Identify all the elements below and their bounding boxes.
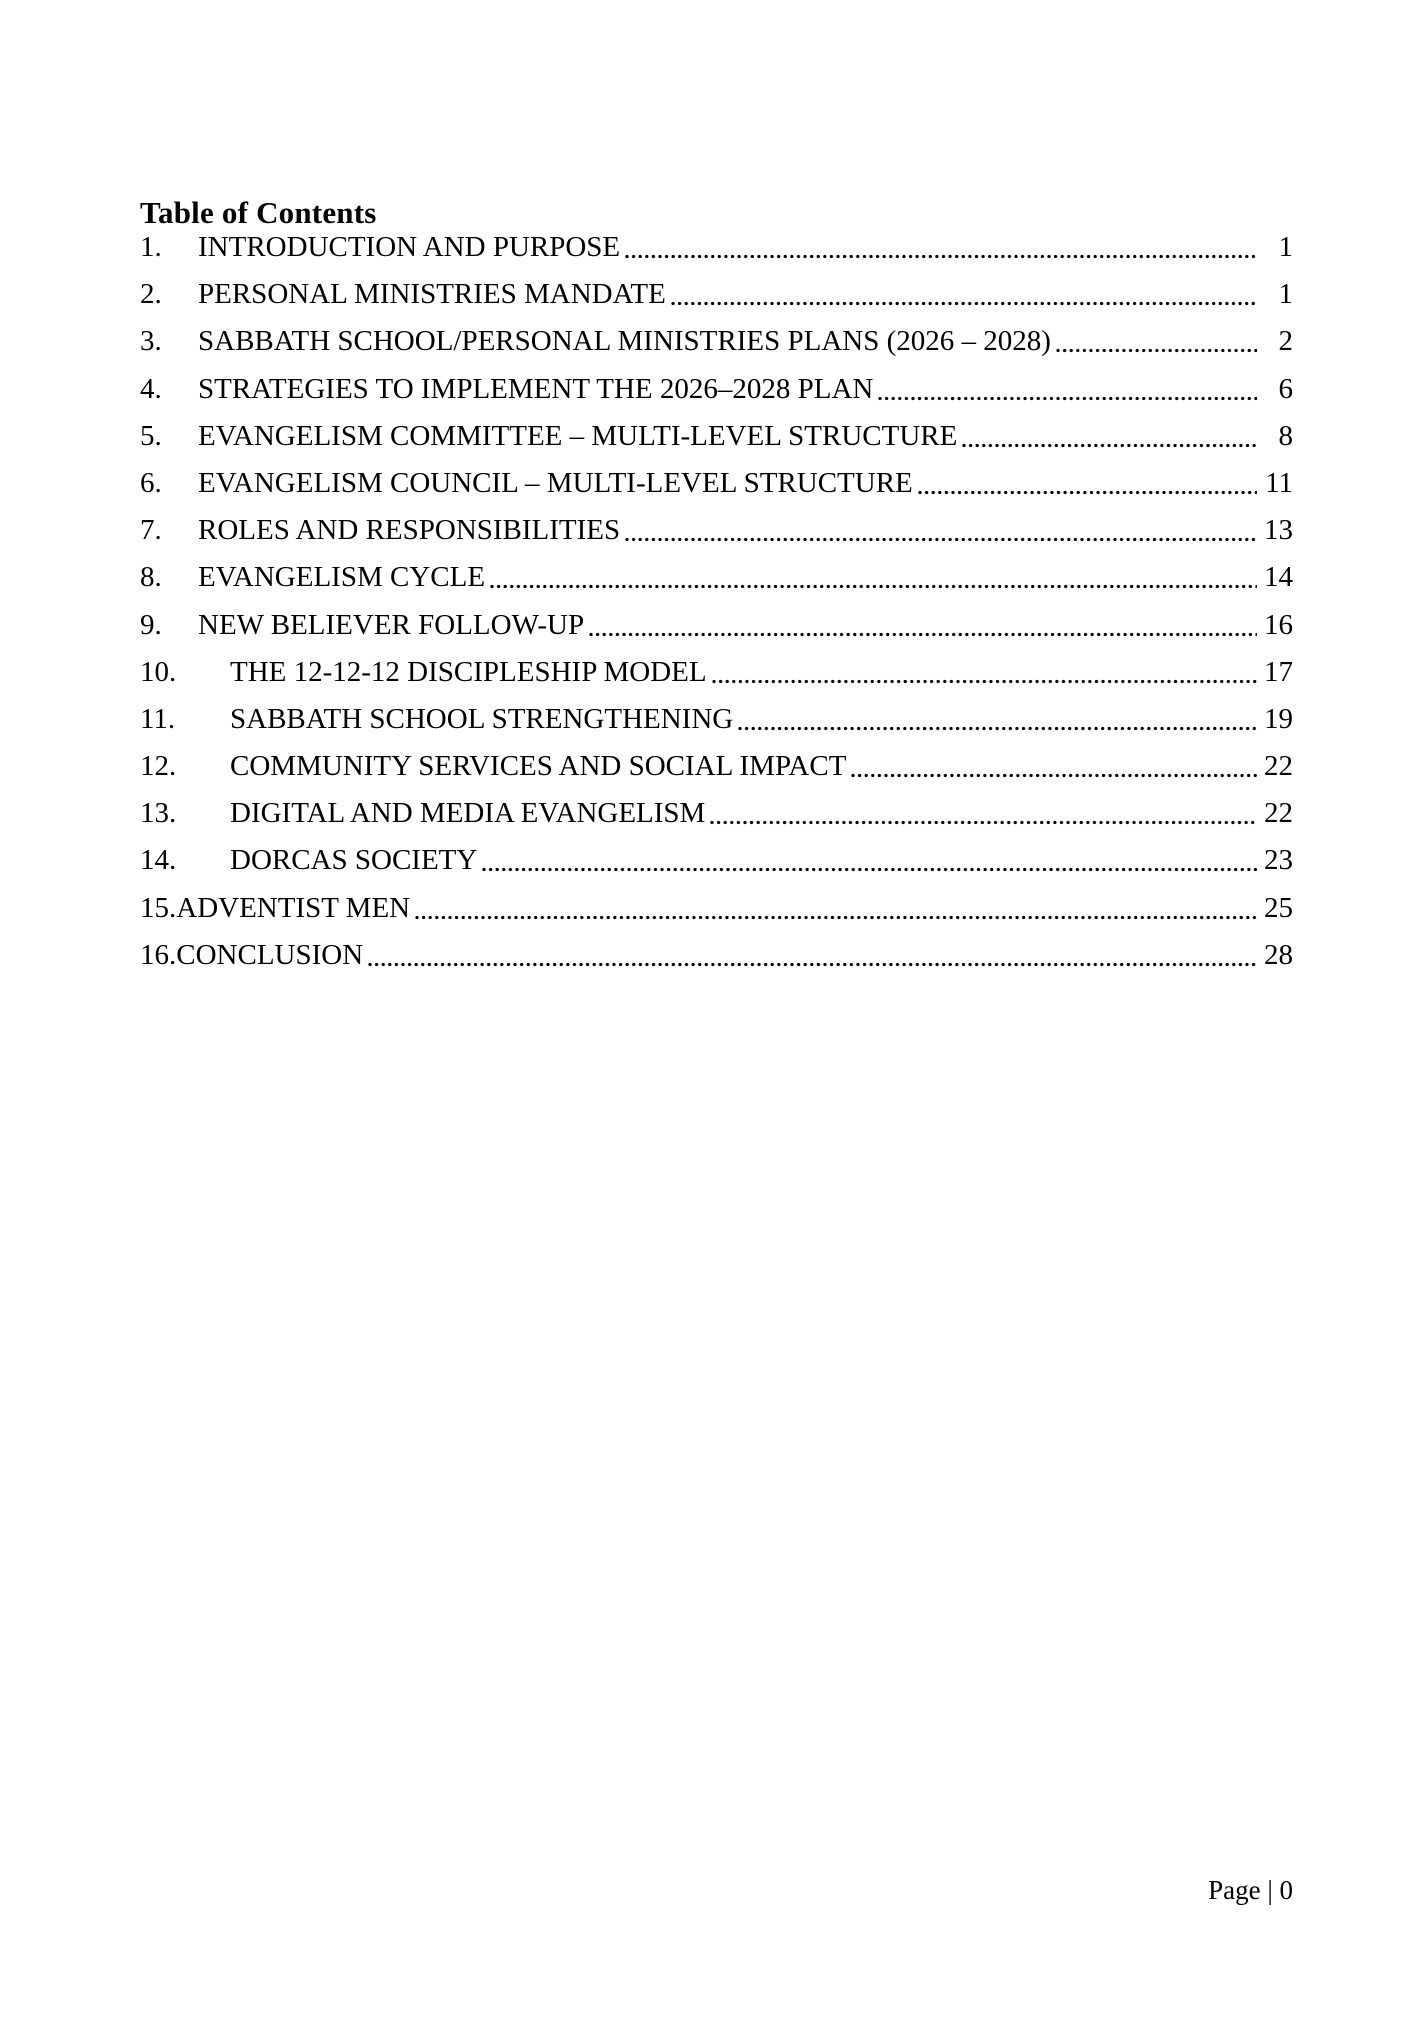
toc-entry-title: STRATEGIES TO IMPLEMENT THE 2026–2028 PL… bbox=[198, 372, 874, 405]
toc-entry[interactable]: 4. STRATEGIES TO IMPLEMENT THE 2026–2028 … bbox=[140, 372, 1293, 406]
toc-entry-page: 14 bbox=[1264, 561, 1293, 594]
toc-entry-page: 19 bbox=[1264, 702, 1293, 735]
toc-entry[interactable]: 10. THE 12-12-12 DISCIPLESHIP MODEL 17 bbox=[140, 655, 1293, 689]
toc-entry-page: 1 bbox=[1278, 278, 1294, 311]
toc-entry-title: EVANGELISM CYCLE bbox=[198, 561, 486, 594]
toc-entry-page: 28 bbox=[1264, 938, 1293, 971]
toc-entry-title: CONCLUSION bbox=[176, 938, 364, 971]
toc-entry-page: 8 bbox=[1278, 419, 1294, 452]
dot-leader bbox=[625, 254, 1257, 259]
toc-entry-page: 17 bbox=[1264, 655, 1293, 688]
toc-entry-title: SABBATH SCHOOL/PERSONAL MINISTRIES PLANS… bbox=[198, 325, 1051, 358]
toc-entry-page: 6 bbox=[1278, 372, 1294, 405]
toc-entry[interactable]: 1. INTRODUCTION AND PURPOSE 1 bbox=[140, 230, 1293, 264]
toc-entry-page: 22 bbox=[1264, 797, 1293, 830]
toc-entry-number: 1. bbox=[140, 231, 162, 263]
toc-entry-number: 9. bbox=[140, 608, 162, 641]
toc-entry[interactable]: 3. SABBATH SCHOOL/PERSONAL MINISTRIES PLA… bbox=[140, 324, 1293, 358]
dot-leader bbox=[711, 678, 1257, 684]
toc-entry-page: 13 bbox=[1264, 514, 1293, 547]
dot-leader bbox=[962, 442, 1257, 448]
toc-entry-page: 23 bbox=[1264, 844, 1293, 877]
toc-entry-number: 6. bbox=[140, 466, 162, 499]
toc-entry-title: EVANGELISM COMMITTEE – MULTI-LEVEL STRUC… bbox=[198, 419, 958, 452]
toc-entry[interactable]: 15. ADVENTIST MEN 25 bbox=[140, 891, 1293, 925]
toc-entry-page: 22 bbox=[1264, 750, 1293, 783]
toc-entry-number: 14. bbox=[140, 844, 177, 877]
dot-leader bbox=[670, 301, 1257, 307]
toc-entry[interactable]: 16. CONCLUSION 28 bbox=[140, 938, 1293, 972]
toc-entry-title: INTRODUCTION AND PURPOSE bbox=[198, 231, 621, 263]
toc-entry-title: DIGITAL AND MEDIA EVANGELISM bbox=[230, 797, 706, 830]
dot-leader bbox=[1055, 348, 1257, 354]
toc-entry-title: ADVENTIST MEN bbox=[176, 891, 411, 924]
toc-entry-page: 1 bbox=[1278, 231, 1294, 263]
dot-leader bbox=[490, 584, 1257, 590]
toc-entry-title: COMMUNITY SERVICES AND SOCIAL IMPACT bbox=[230, 750, 847, 783]
toc-entry[interactable]: 6. EVANGELISM COUNCIL – MULTI-LEVEL STRUC… bbox=[140, 466, 1293, 500]
toc-entry-number: 2. bbox=[140, 278, 162, 311]
dot-leader bbox=[851, 773, 1257, 779]
toc-entry[interactable]: 9. NEW BELIEVER FOLLOW-UP 16 bbox=[140, 608, 1293, 642]
dot-leader bbox=[625, 537, 1257, 543]
toc-entry-number: 12. bbox=[140, 750, 177, 783]
dot-leader bbox=[415, 914, 1257, 920]
toc-entry-number: 11. bbox=[140, 702, 176, 735]
dot-leader bbox=[878, 395, 1257, 401]
dot-leader bbox=[738, 725, 1257, 731]
toc-entry-title: EVANGELISM COUNCIL – MULTI-LEVEL STRUCTU… bbox=[198, 466, 913, 499]
toc-entry-title: SABBATH SCHOOL STRENGTHENING bbox=[230, 702, 734, 735]
toc-entry-number: 8. bbox=[140, 561, 162, 594]
dot-leader bbox=[482, 867, 1257, 873]
toc-heading: Table of Contents bbox=[140, 195, 377, 230]
toc-entry-page: 11 bbox=[1265, 466, 1293, 499]
toc-entry[interactable]: 14. DORCAS SOCIETY 23 bbox=[140, 843, 1293, 877]
toc-entry[interactable]: 11. SABBATH SCHOOL STRENGTHENING 19 bbox=[140, 702, 1293, 736]
toc-entry-page: 2 bbox=[1278, 325, 1294, 358]
toc-entry-number: 3. bbox=[140, 325, 162, 358]
toc-entry-number: 5. bbox=[140, 419, 162, 452]
toc-entry[interactable]: 7. ROLES AND RESPONSIBILITIES 13 bbox=[140, 513, 1293, 547]
toc-entry-number: 16. bbox=[140, 938, 177, 971]
page-footer: Page | 0 bbox=[1208, 1875, 1293, 1905]
toc-entry-page: 25 bbox=[1264, 891, 1293, 924]
toc-entry[interactable]: 8. EVANGELISM CYCLE 14 bbox=[140, 560, 1293, 594]
toc-entry-title: ROLES AND RESPONSIBILITIES bbox=[198, 514, 621, 547]
toc-entry[interactable]: 5. EVANGELISM COMMITTEE – MULTI-LEVEL STR… bbox=[140, 419, 1293, 453]
table-of-contents: Table of Contents 1. INTRODUCTION AND PUR… bbox=[140, 196, 1293, 985]
toc-entry-number: 15. bbox=[140, 891, 177, 924]
toc-entry[interactable]: 13. DIGITAL AND MEDIA EVANGELISM 22 bbox=[140, 796, 1293, 830]
dot-leader bbox=[710, 820, 1257, 826]
toc-entry-number: 4. bbox=[140, 372, 162, 405]
toc-entry-title: NEW BELIEVER FOLLOW-UP bbox=[198, 608, 585, 641]
toc-entry[interactable]: 2. PERSONAL MINISTRIES MANDATE 1 bbox=[140, 277, 1293, 311]
toc-entry-number: 13. bbox=[140, 797, 177, 830]
dot-leader bbox=[917, 489, 1257, 495]
toc-entry-number: 7. bbox=[140, 514, 162, 547]
dot-leader bbox=[589, 631, 1257, 637]
dot-leader bbox=[368, 961, 1257, 967]
toc-entry-page: 16 bbox=[1264, 608, 1293, 641]
toc-entry[interactable]: 12. COMMUNITY SERVICES AND SOCIAL IMPACT … bbox=[140, 749, 1293, 783]
toc-entry-title: THE 12-12-12 DISCIPLESHIP MODEL bbox=[230, 655, 707, 688]
toc-entry-title: DORCAS SOCIETY bbox=[230, 844, 478, 877]
toc-entry-title: PERSONAL MINISTRIES MANDATE bbox=[198, 278, 666, 311]
toc-entry-number: 10. bbox=[140, 655, 177, 688]
